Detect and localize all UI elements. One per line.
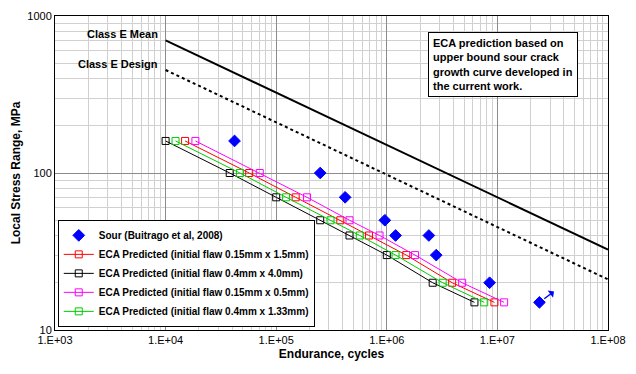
- svg-text:1000: 1000: [27, 10, 51, 22]
- svg-text:ECA Predicted (initial flaw 0.: ECA Predicted (initial flaw 0.4mm x 1.33…: [99, 306, 309, 317]
- svg-text:Endurance, cycles: Endurance, cycles: [279, 347, 385, 361]
- svg-text:1.E+04: 1.E+04: [148, 334, 183, 346]
- svg-text:100: 100: [33, 167, 51, 179]
- svg-text:1.E+05: 1.E+05: [259, 334, 294, 346]
- svg-text:ECA Predicted (initial flaw 0.: ECA Predicted (initial flaw 0.15mm x 0.5…: [99, 287, 309, 298]
- svg-text:ECA prediction based onupper b: ECA prediction based onupper bound sour …: [433, 37, 573, 92]
- svg-text:1.E+03: 1.E+03: [37, 334, 72, 346]
- svg-text:Class E Mean: Class E Mean: [87, 28, 158, 40]
- svg-text:ECA Predicted (initial flaw 0.: ECA Predicted (initial flaw 0.4mm x 4.0m…: [99, 268, 303, 279]
- svg-text:ECA Predicted (initial flaw 0.: ECA Predicted (initial flaw 0.15mm x 1.5…: [99, 249, 309, 260]
- svg-text:Local Stress Range, MPa: Local Stress Range, MPa: [9, 101, 23, 244]
- svg-text:1.E+07: 1.E+07: [480, 334, 515, 346]
- svg-text:Class E Design: Class E Design: [78, 58, 158, 70]
- svg-text:1.E+08: 1.E+08: [590, 334, 625, 346]
- svg-text:1.E+06: 1.E+06: [369, 334, 404, 346]
- svg-text:Sour (Buitrago et al, 2008): Sour (Buitrago et al, 2008): [99, 230, 223, 241]
- svg-text:10: 10: [40, 324, 52, 336]
